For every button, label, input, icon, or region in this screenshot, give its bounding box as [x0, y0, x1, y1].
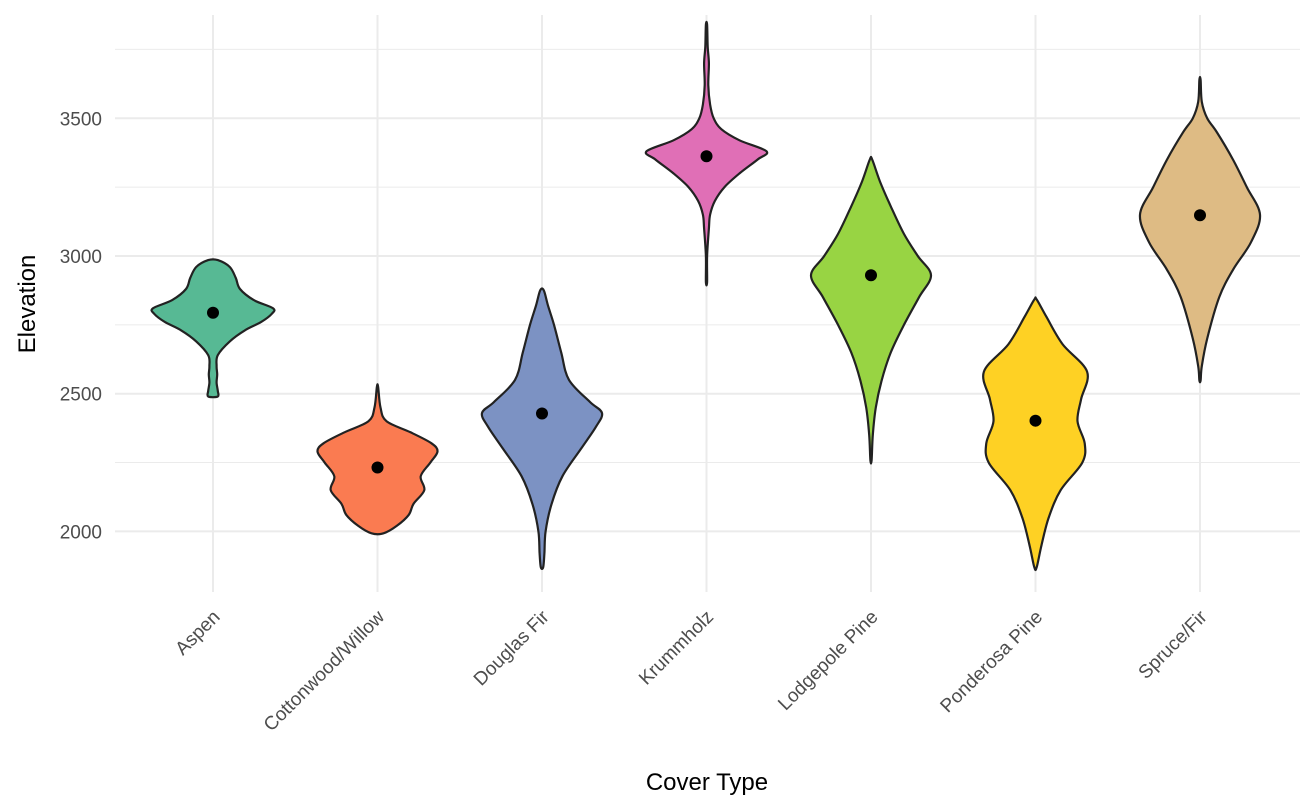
x-tick-label: Douglas Fir	[470, 606, 554, 690]
mean-point	[536, 407, 548, 420]
mean-point	[1194, 209, 1206, 222]
mean-point	[865, 269, 877, 282]
violin-douglas-fir	[480, 287, 604, 570]
mean-point	[207, 306, 219, 319]
violin-layer	[150, 20, 1262, 572]
violin-spruce-fir	[1138, 75, 1262, 384]
x-tick-label: Lodgepole Pine	[774, 607, 882, 715]
x-tick-label: Spruce/Fir	[1135, 606, 1212, 683]
mean-point	[700, 150, 713, 163]
x-tick-label: Aspen	[172, 607, 225, 660]
y-tick-label: 2500	[60, 385, 102, 406]
x-tick-label: Ponderosa Pine	[937, 607, 1047, 717]
y-axis-title: Elevation	[14, 255, 41, 354]
x-tick-label: Krummholz	[635, 607, 718, 690]
x-axis-title: Cover Type	[646, 769, 768, 796]
x-axis-ticks: Aspen Cottonwood/Willow Douglas Fir Krummho…	[172, 606, 1212, 736]
violin-lodgepole-pine	[809, 155, 933, 465]
y-axis-ticks: 2000 2500 3000 3500	[60, 109, 102, 543]
violin-cottonwood-willow	[316, 383, 439, 536]
y-tick-label: 3500	[60, 109, 102, 130]
violin-aspen	[150, 258, 276, 399]
mean-point	[371, 461, 384, 474]
violin-ponderosa-pine	[982, 296, 1089, 572]
x-tick-label: Cottonwood/Willow	[260, 606, 389, 735]
mean-point	[1029, 414, 1042, 427]
y-tick-label: 3000	[60, 247, 102, 268]
y-tick-label: 2000	[60, 522, 102, 543]
